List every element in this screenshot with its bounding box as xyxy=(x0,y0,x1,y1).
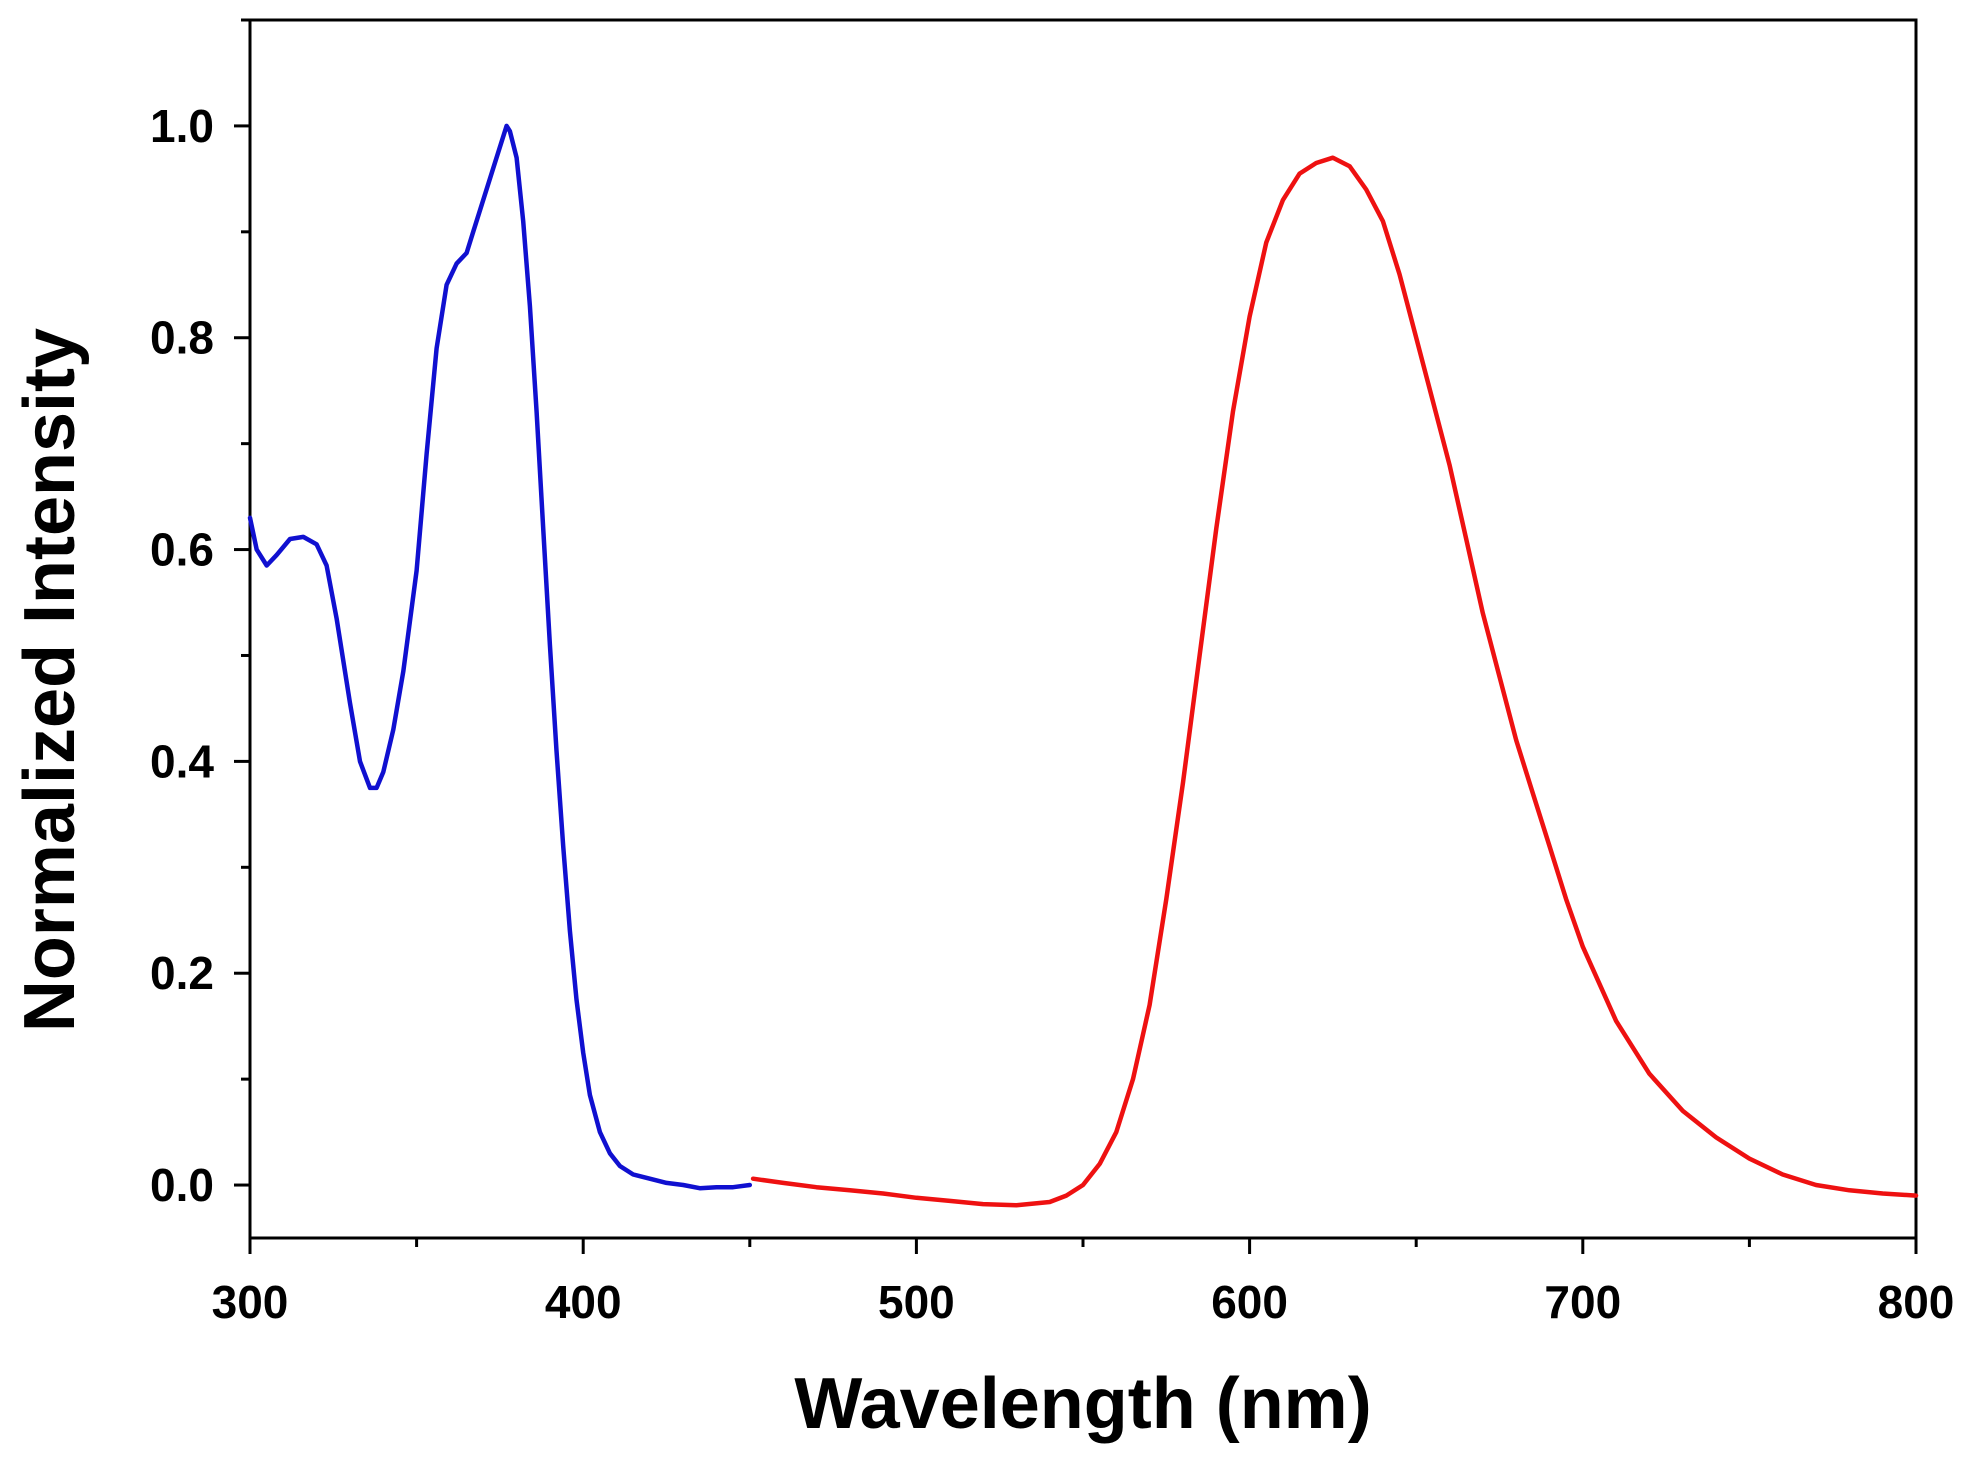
x-tick-label: 700 xyxy=(1544,1276,1621,1328)
y-axis: 0.0 0.2 0.4 0.6 0.8 1.0 xyxy=(150,18,250,1211)
plot-frame xyxy=(248,18,1918,1240)
emission-series-line xyxy=(750,155,1919,1208)
y-tick-label: 0.2 xyxy=(150,947,214,999)
y-tick-label: 0.8 xyxy=(150,312,214,364)
x-axis: 300 400 500 600 700 800 xyxy=(212,1238,1955,1328)
x-tick-label: 500 xyxy=(878,1276,955,1328)
y-tick-label: 0.6 xyxy=(150,524,214,576)
y-tick-label: 0.4 xyxy=(150,735,214,787)
x-tick-label: 400 xyxy=(545,1276,622,1328)
x-tick-label: 300 xyxy=(212,1276,289,1328)
series-layer xyxy=(247,123,1919,1208)
x-tick-label: 800 xyxy=(1878,1276,1955,1328)
absorption-series-line xyxy=(247,123,753,1191)
y-tick-label: 1.0 xyxy=(150,100,214,152)
y-tick-label: 0.0 xyxy=(150,1159,214,1211)
x-axis-title: Wavelength (nm) xyxy=(794,1364,1371,1444)
y-axis-title: Normalized Intensity xyxy=(10,328,90,1032)
x-tick-label: 600 xyxy=(1211,1276,1288,1328)
